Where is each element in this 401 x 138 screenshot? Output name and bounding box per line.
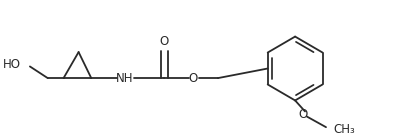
Text: O: O: [188, 72, 198, 85]
Text: HO: HO: [3, 58, 21, 71]
Text: O: O: [160, 35, 169, 48]
Text: NH: NH: [116, 72, 133, 85]
Text: CH₃: CH₃: [332, 123, 354, 136]
Text: O: O: [298, 108, 307, 121]
